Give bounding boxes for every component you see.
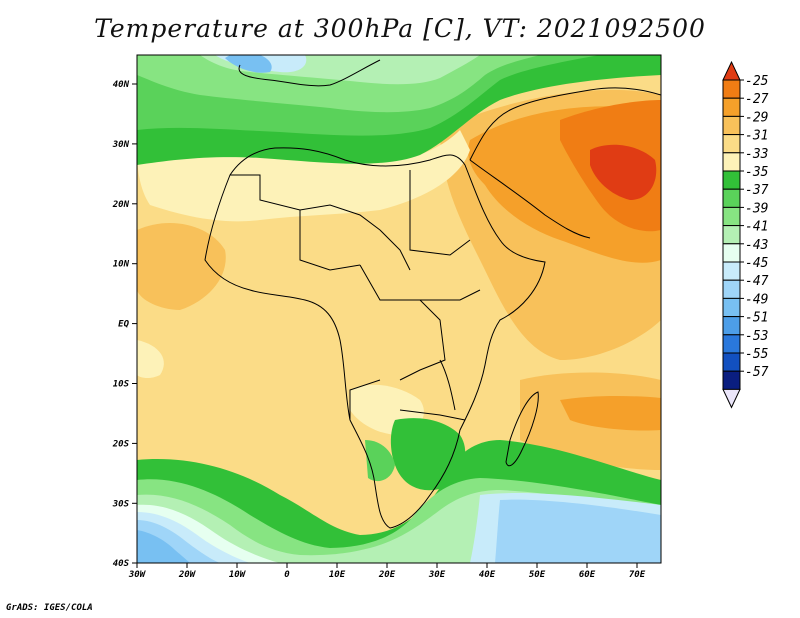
- colorbar-label: -25: [745, 74, 769, 89]
- lon-tick-label: 30E: [428, 570, 446, 580]
- lon-tick-label: 30W: [128, 570, 147, 580]
- colorbar-label: -55: [745, 347, 769, 362]
- colorbar-swatch: [722, 225, 741, 245]
- colorbar-swatch: [722, 152, 741, 172]
- colorbar-label: -29: [745, 110, 768, 125]
- colorbar-swatch: [722, 170, 741, 190]
- lat-tick-label: 10N: [113, 260, 130, 270]
- lat-tick-label: 30S: [112, 499, 130, 509]
- colorbar-swatch: [722, 334, 741, 354]
- colorbar-label: -49: [745, 292, 768, 307]
- lat-tick-label: 20S: [112, 439, 130, 449]
- colorbar-swatch: [722, 316, 741, 336]
- lat-tick-label: 20N: [112, 200, 130, 210]
- colorbar-swatch: [722, 352, 741, 372]
- lon-tick-label: 50E: [529, 570, 546, 580]
- colorbar-label: -39: [745, 201, 768, 216]
- colorbar-label: -27: [745, 92, 769, 107]
- lat-tick-label: EQ: [118, 320, 129, 330]
- colorbar-label: -43: [745, 238, 768, 253]
- lon-tick-label: 70E: [629, 570, 646, 580]
- lon-tick-label: 20W: [178, 570, 197, 580]
- colorbar-swatch: [722, 79, 741, 99]
- colorbar-swatch: [722, 115, 741, 136]
- lon-tick-label: 60E: [579, 570, 596, 580]
- colorbar-label: -35: [745, 165, 769, 180]
- colorbar-swatch: [722, 261, 741, 281]
- longitude-axis: 30W 20W 10W 0 10E 20E 30E 40E 50E 60E 70E: [128, 563, 646, 580]
- colorbar-swatch: [722, 188, 741, 208]
- colorbar-swatch: [722, 97, 741, 117]
- colorbar-bottom-arrow: [722, 388, 741, 409]
- colorbar-label: -41: [745, 220, 768, 235]
- colorbar-swatch: [722, 206, 741, 227]
- lat-tick-label: 10S: [113, 380, 130, 390]
- lat-tick-label: 30N: [112, 140, 130, 150]
- colorbar-swatch: [722, 134, 741, 154]
- colorbar-label: -33: [745, 147, 768, 162]
- colorbar-swatch: [722, 279, 741, 299]
- lat-tick-label: 40S: [113, 559, 130, 569]
- latitude-axis: 40N 30N 20N 10N EQ 10S 20S 30S 40S: [112, 80, 137, 569]
- lat-tick-label: 40N: [113, 80, 130, 90]
- lon-tick-label: 40E: [479, 570, 496, 580]
- colorbar-label: -31: [745, 129, 768, 144]
- colorbar-label: -57: [745, 365, 769, 380]
- colorbar: -25 -27 -29 -31 -33 -35 -37 -39 -41 -43 -45 -47 -49 -…: [722, 60, 769, 409]
- colorbar-top-arrow: [722, 60, 741, 81]
- map-frame: [136, 54, 662, 564]
- colorbar-label: -45: [745, 256, 769, 271]
- lon-tick-label: 0: [284, 570, 290, 580]
- colorbar-label: -51: [745, 311, 768, 326]
- temperature-field: [137, 55, 661, 563]
- lon-tick-label: 20E: [378, 570, 396, 580]
- colorbar-swatch: [722, 370, 741, 390]
- lon-tick-label: 10E: [329, 570, 346, 580]
- colorbar-label: -47: [745, 274, 769, 289]
- colorbar-swatch: [722, 243, 741, 263]
- map-title: Temperature at 300hPa [C], VT: 202109250…: [94, 14, 706, 43]
- colorbar-label: -53: [745, 329, 768, 344]
- lon-tick-label: 10W: [229, 570, 247, 580]
- colorbar-swatch: [722, 297, 741, 318]
- colorbar-label: -37: [745, 183, 769, 198]
- grads-credit: GrADS: IGES/COLA: [6, 603, 93, 613]
